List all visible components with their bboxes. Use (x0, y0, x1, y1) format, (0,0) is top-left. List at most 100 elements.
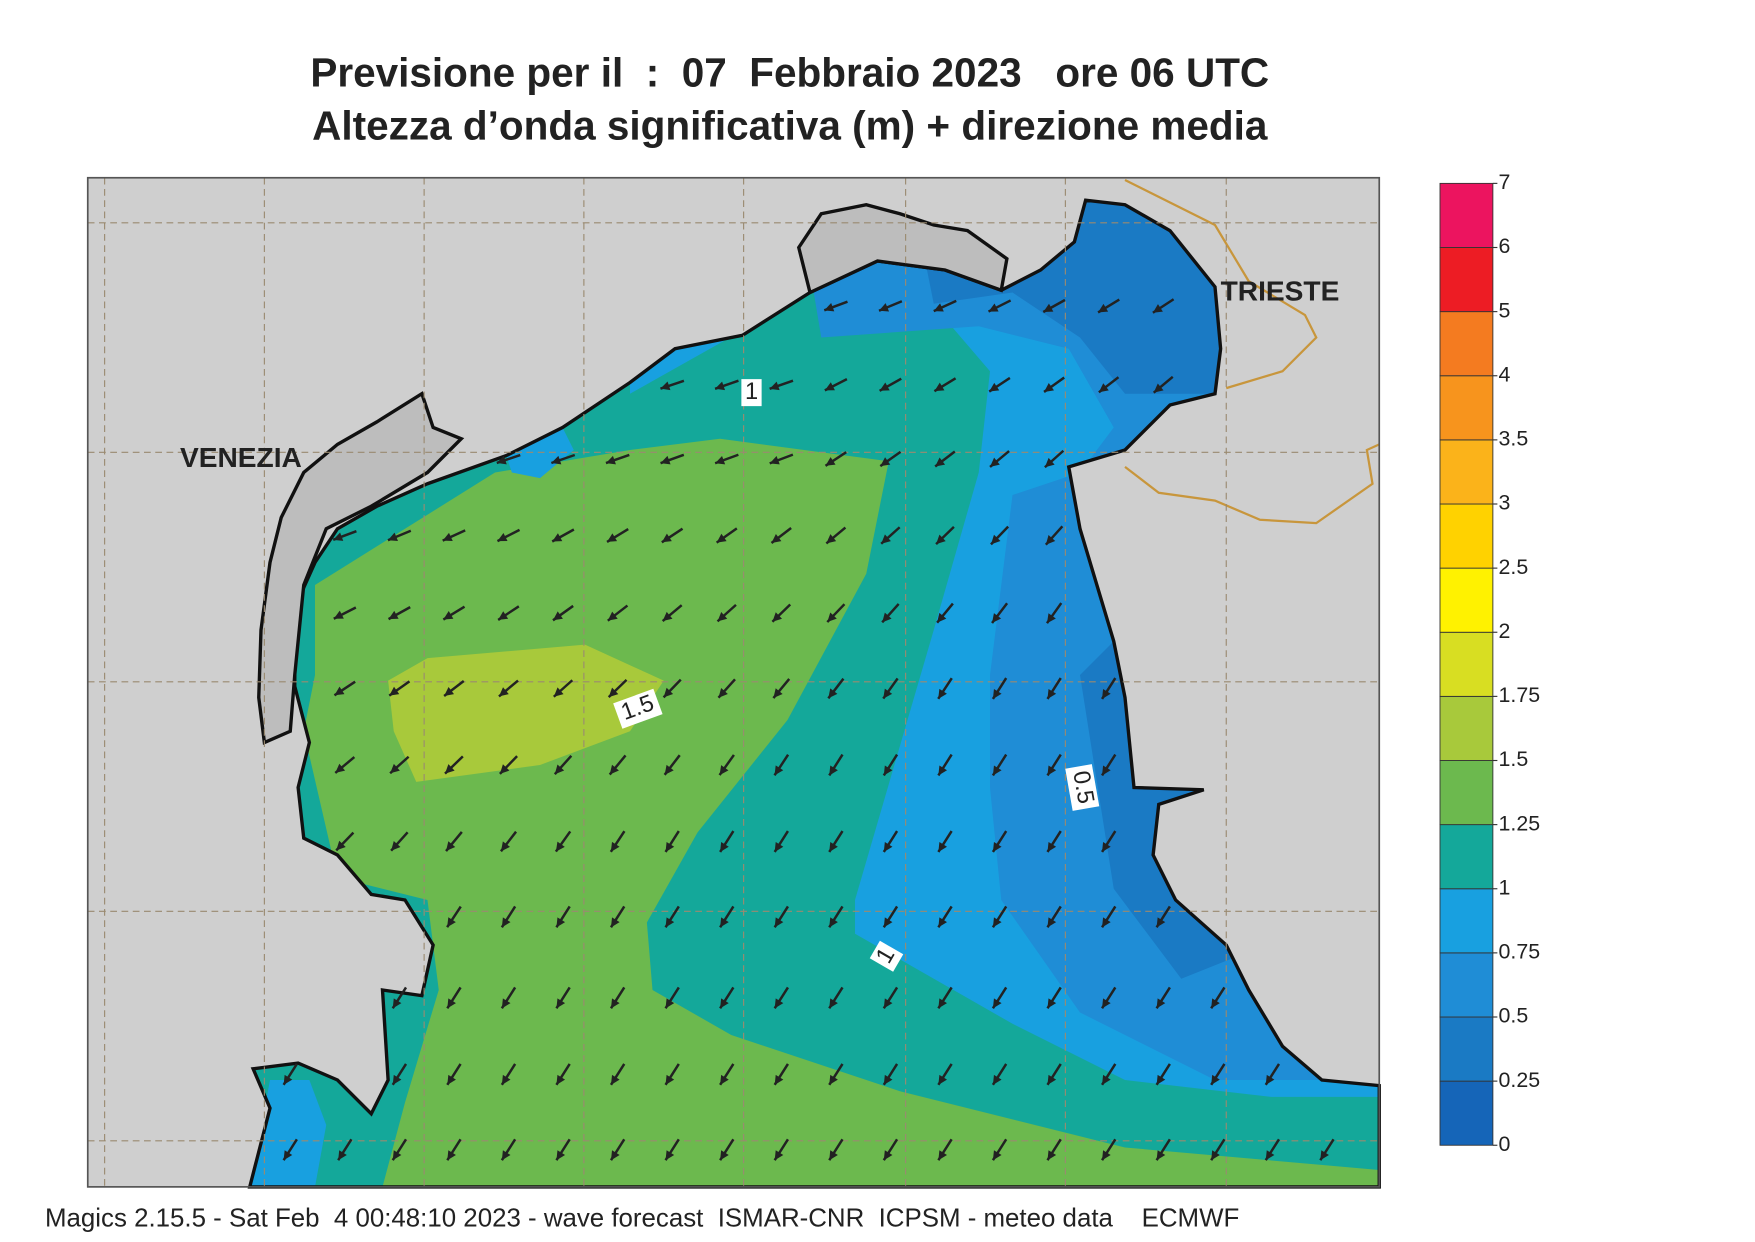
arrow-head (665, 1074, 675, 1085)
arrow-head (1047, 765, 1057, 776)
arrow-head (938, 688, 947, 699)
arrow-head (720, 998, 729, 1009)
arrow-head (1102, 841, 1111, 852)
arrow-head (1102, 1150, 1111, 1161)
colorbar-tick-label: 7 (1499, 170, 1511, 194)
title-line: Previsione per il : 07 Febbraio 2023 ore… (310, 50, 1269, 96)
arrow-head (443, 611, 454, 620)
arrow-head (283, 1074, 293, 1085)
colorbar-segment (1439, 695, 1494, 761)
map-frame (86, 176, 1381, 1188)
arrow-head (720, 1074, 729, 1085)
arrow-head (829, 841, 838, 852)
arrow-head (992, 1150, 1002, 1161)
colorbar-segment (1439, 1016, 1494, 1082)
arrow-head (774, 998, 784, 1009)
arrow-head (605, 455, 616, 465)
colorbar-tick-label: 5 (1499, 298, 1511, 322)
contour-label: 0.5 (1067, 769, 1098, 806)
arrow-head (715, 455, 726, 465)
arrow-head (992, 613, 1002, 623)
arrow-head (554, 764, 565, 775)
lagoon (257, 391, 465, 745)
arrow-head (497, 533, 508, 542)
arrow-head (388, 610, 399, 620)
arrow-head (661, 533, 672, 543)
colorbar-segment (1439, 439, 1494, 505)
arrow-head (1156, 1150, 1166, 1161)
arrow-head (1153, 383, 1164, 393)
arrow-head (716, 533, 727, 543)
arrow-head (992, 998, 1002, 1009)
colorbar-tick-label: 1 (1499, 875, 1511, 899)
arrow-head (992, 917, 1002, 928)
arrow-head (883, 765, 893, 776)
arrow-head (829, 1074, 838, 1085)
arrow-head (938, 1074, 947, 1085)
arrow-head (665, 841, 675, 852)
arrow-head (665, 998, 675, 1009)
arrow-head (1265, 1074, 1275, 1085)
colorbar-tick-label: 2.5 (1499, 555, 1529, 579)
arrow-head (335, 763, 346, 773)
arrow-head (769, 381, 780, 391)
sea-band (303, 438, 1380, 1187)
colorbar-tick-label: 1.5 (1499, 747, 1529, 771)
label-box (613, 688, 663, 729)
arrow-head (1047, 841, 1057, 852)
arrow-head (1265, 1150, 1275, 1161)
colorbar-tick-label: 0.25 (1499, 1068, 1541, 1092)
arrow-head (392, 1150, 402, 1161)
arrow-head (1102, 765, 1111, 776)
arrow-head (283, 1150, 293, 1161)
arrow-head (662, 611, 673, 622)
contour-label: 1 (745, 379, 758, 405)
arrow-head (774, 841, 784, 852)
arrow-head (447, 1150, 456, 1161)
arrow-head (610, 998, 620, 1009)
arrow-head (610, 917, 620, 928)
arrow-head (1320, 1150, 1329, 1161)
arrow-head (990, 457, 1000, 467)
colorbar-segment (1439, 631, 1494, 697)
arrow-head (500, 841, 511, 852)
arrow-head (879, 382, 890, 391)
arrow-head (827, 612, 837, 623)
place-label: VENEZIA (180, 442, 302, 473)
arrow-head (936, 534, 946, 545)
arrow-head (1211, 1074, 1220, 1085)
arrow-head (1044, 457, 1055, 468)
arrow-head (992, 1074, 1002, 1085)
colorbar-segment (1439, 760, 1494, 826)
arrow-head (607, 533, 618, 542)
arrow-head (499, 764, 510, 774)
arrow-head (880, 457, 891, 467)
colorbar-tick-label: 1.25 (1499, 811, 1541, 835)
arrow-head (610, 841, 620, 852)
arrow-head (608, 687, 619, 698)
arrow-head (992, 688, 1002, 699)
colorbar-segment (1439, 503, 1494, 569)
arrow-head (883, 1150, 893, 1161)
arrow-head (1211, 1150, 1220, 1161)
colorbar-tick-label: 3.5 (1499, 427, 1529, 451)
border (1124, 178, 1380, 525)
arrow-head (501, 1074, 511, 1085)
arrow-head (938, 1150, 947, 1161)
arrow-head (556, 1150, 566, 1161)
arrow-head (663, 687, 674, 698)
arrow-head (333, 610, 344, 619)
arrow-head (665, 917, 675, 928)
arrow-head (933, 303, 944, 312)
arrow-head (1046, 613, 1056, 624)
arrow-head (774, 917, 784, 928)
colorbar-segment (1439, 824, 1494, 890)
arrow-head (442, 532, 453, 541)
arrow-head (720, 1150, 729, 1161)
arrow-head (935, 457, 946, 467)
arrow-head (774, 1150, 784, 1161)
label-box (741, 379, 762, 407)
arrow-head (938, 765, 947, 776)
arrow-head (1047, 1150, 1057, 1161)
arrow-head (826, 534, 837, 544)
